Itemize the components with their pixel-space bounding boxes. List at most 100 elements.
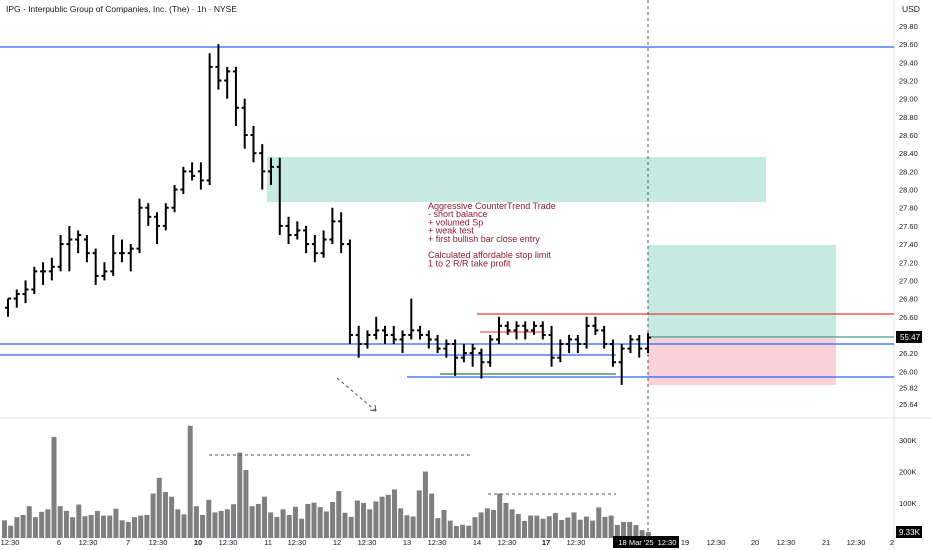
trend-dash[interactable] — [336, 377, 377, 412]
time-tick-label: 11 — [264, 538, 272, 547]
current-price-tag — [896, 331, 922, 343]
volume-bar — [627, 521, 633, 538]
volume-bar — [317, 507, 323, 538]
volume-bar — [20, 514, 26, 538]
ohlc-bar — [566, 334, 573, 354]
volume-bar — [119, 520, 125, 538]
time-tick-label: 12:30 — [567, 538, 586, 547]
volume-bar — [76, 504, 82, 538]
ohlc-bar — [531, 321, 538, 335]
ohlc-bar — [417, 325, 424, 340]
price-tick-label: 28.00 — [899, 186, 918, 195]
ohlc-bar — [495, 316, 502, 345]
ohlc-bar — [171, 185, 178, 213]
volume-bar — [311, 502, 317, 538]
volume-bar — [441, 509, 447, 538]
ohlc-bar — [583, 316, 590, 349]
ohlc-bar — [259, 144, 266, 190]
annotation-line: + weak test — [428, 226, 474, 236]
ohlc-bar — [478, 348, 485, 379]
volume-bar — [169, 496, 175, 538]
price-tick-label: 26.60 — [899, 313, 918, 322]
volume-bar — [336, 491, 342, 538]
volume-bar — [323, 511, 329, 538]
price-tick-label: 29.20 — [899, 77, 918, 86]
volume-bar — [534, 515, 540, 538]
ohlc-bar — [224, 66, 231, 99]
price-axis[interactable]: 29.80 29.60 29.40 29.20 29.00 28.80 28.60 28.40… — [899, 22, 918, 409]
volume-bar — [200, 514, 206, 538]
volume-bar — [150, 493, 156, 538]
volume-bar — [144, 514, 150, 538]
price-tick-label: 28.60 — [899, 131, 918, 140]
volume-bar — [255, 503, 261, 538]
current-volume-label: 9.33K — [899, 528, 921, 537]
price-tick-label: 28.80 — [899, 113, 918, 122]
upper-target-zone[interactable] — [267, 157, 766, 202]
ohlc-bar — [390, 325, 397, 345]
volume-bar — [156, 477, 162, 538]
volume-bar — [466, 525, 472, 538]
ohlc-bar — [5, 297, 11, 317]
time-highlight-time-bg — [655, 536, 679, 548]
time-tick-label: 12:30 — [149, 538, 168, 547]
volume-bar — [193, 506, 199, 538]
volume-bar — [497, 493, 503, 538]
ohlc-bar — [338, 212, 345, 254]
volume-bar — [32, 517, 38, 538]
volume-bar — [342, 512, 348, 538]
price-tick-label: 27.00 — [899, 276, 918, 285]
price-tick-label: 25.64 — [899, 400, 918, 409]
ohlc-bar — [48, 257, 55, 281]
volume-bar — [330, 502, 336, 538]
ohlc-bar — [601, 325, 608, 349]
volume-bar — [249, 506, 255, 538]
currency-label: USD — [902, 4, 920, 14]
ohlc-bar — [303, 225, 310, 254]
price-tick-label: 26.80 — [899, 295, 918, 304]
time-tick-label: 7 — [126, 538, 130, 547]
ohlc-bar — [636, 334, 643, 358]
volume-bar — [565, 517, 571, 538]
ohlc-bar — [381, 325, 388, 345]
ohlc-bar — [609, 339, 616, 367]
time-axis[interactable]: 12:30 6 12:30 7 12:30 10 12:30 11 12:30 12 12:30 13… — [1, 536, 894, 548]
ohlc-bar — [487, 334, 494, 367]
ohlc-bar — [180, 166, 187, 195]
ohlc-bar — [197, 162, 204, 190]
ohlc-bar — [373, 316, 380, 340]
ohlc-bar — [40, 262, 47, 285]
ohlc-bar — [355, 325, 362, 358]
volume-bar — [70, 517, 76, 538]
ohlc-bar — [320, 230, 327, 258]
ohlc-bar — [154, 212, 161, 245]
volume-bar — [367, 509, 373, 538]
ohlc-bar — [285, 216, 292, 245]
ohlc-bar — [399, 330, 406, 354]
volume-bar — [571, 512, 577, 538]
ohlc-bar — [425, 330, 432, 349]
volume-bar — [410, 516, 416, 538]
ohlc-bar — [232, 66, 239, 126]
time-tick-label: 6 — [57, 538, 61, 547]
volume-bar — [292, 506, 298, 538]
ohlc-bar — [127, 244, 134, 272]
volume-bar — [633, 525, 639, 538]
ohlc-bar — [145, 203, 152, 226]
trade-annotation[interactable]: Aggressive CounterTrend Trade- short bal… — [428, 201, 556, 268]
ohlc-bar — [241, 98, 248, 149]
volume-bar — [286, 514, 292, 538]
volume-axis[interactable]: 300K 200K 100K — [899, 436, 917, 508]
ohlc-bar — [294, 221, 301, 240]
ohlc-bar — [57, 234, 64, 272]
time-tick-label: 12:30 — [288, 538, 307, 547]
volume-bar — [94, 510, 100, 538]
trade-stop-zone[interactable] — [648, 338, 836, 385]
volume-bar — [645, 531, 651, 538]
annotation-line: Aggressive CounterTrend Trade — [428, 201, 556, 211]
volume-bar — [45, 509, 51, 538]
volume-bar — [552, 513, 558, 538]
trade-target-zone[interactable] — [648, 245, 836, 337]
time-highlight-date: 18 Mar '25 — [618, 538, 653, 547]
